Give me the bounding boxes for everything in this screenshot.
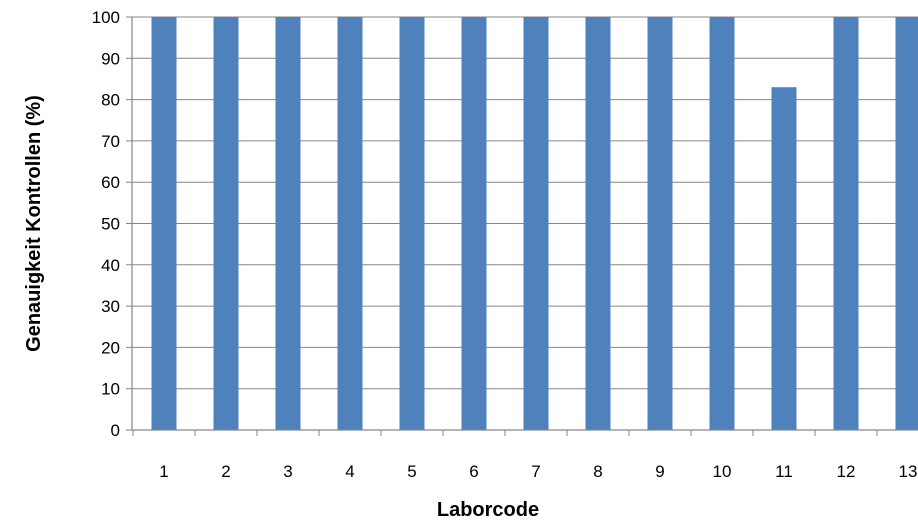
y-tick-label: 40: [101, 256, 120, 275]
bar-12: [833, 17, 859, 430]
y-tick-label: 70: [101, 132, 120, 151]
bar-4: [337, 17, 363, 430]
y-axis-title: Genauigkeit Kontrollen (%): [23, 95, 45, 352]
bar-8: [585, 17, 611, 430]
bar-10: [709, 17, 735, 430]
x-tick-label: 10: [713, 462, 732, 481]
y-tick-label: 100: [92, 8, 120, 27]
bar-9: [647, 17, 673, 430]
bar-3: [275, 17, 301, 430]
y-tick-label: 20: [101, 338, 120, 357]
axes: [126, 16, 918, 436]
x-tick-label: 6: [469, 462, 478, 481]
y-tick-label: 50: [101, 215, 120, 234]
y-tick-label: 90: [101, 49, 120, 68]
bar-11: [771, 87, 797, 431]
bar-2: [213, 17, 239, 430]
x-tick-label: 13: [899, 462, 918, 481]
bars: [151, 17, 918, 431]
x-tick-label: 4: [345, 462, 354, 481]
x-tick-label: 5: [407, 462, 416, 481]
x-tick-label: 8: [593, 462, 602, 481]
x-tick-label: 9: [655, 462, 664, 481]
x-tick-label: 1: [159, 462, 168, 481]
bar-1: [151, 17, 177, 430]
x-tick-label: 2: [221, 462, 230, 481]
bar-6: [461, 17, 487, 430]
y-tick-label: 0: [111, 421, 120, 440]
x-tick-label: 11: [775, 462, 793, 481]
x-tick-label: 12: [837, 462, 856, 481]
y-tick-label: 80: [101, 91, 120, 110]
bar-7: [523, 17, 549, 430]
y-tick-label: 30: [101, 297, 120, 316]
y-tick-label: 60: [101, 173, 120, 192]
bar-13: [895, 17, 918, 430]
x-axis-title: Laborcode: [437, 499, 539, 521]
x-tick-label: 7: [531, 462, 540, 481]
bar-5: [399, 17, 425, 430]
x-tick-label: 3: [283, 462, 292, 481]
y-tick-label: 10: [101, 380, 120, 399]
